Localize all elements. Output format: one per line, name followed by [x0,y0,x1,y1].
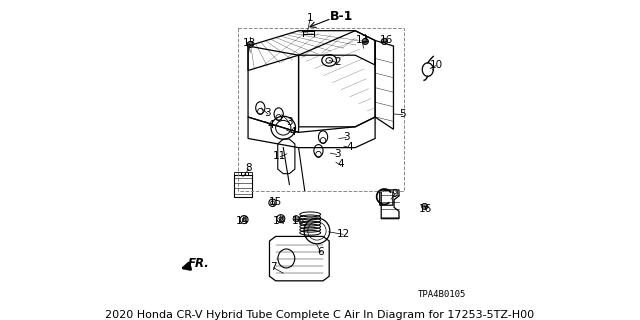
Text: 10: 10 [430,60,443,70]
Text: FR.: FR. [188,258,209,270]
Circle shape [362,38,369,44]
Text: B-1: B-1 [330,10,353,23]
Text: 14: 14 [236,216,250,226]
Text: 13: 13 [356,35,369,45]
Text: 6: 6 [317,247,324,257]
Circle shape [422,204,428,210]
Text: 16: 16 [380,35,394,45]
Text: 1: 1 [307,12,314,22]
Bar [238,28,404,190]
Circle shape [293,216,299,222]
Text: 14: 14 [273,215,286,226]
Text: 3: 3 [286,116,292,127]
Text: 4: 4 [289,127,296,137]
Text: 3: 3 [344,132,350,142]
Text: 11: 11 [273,151,286,161]
Text: 3: 3 [334,149,340,159]
Text: 13: 13 [243,38,255,48]
Text: 9: 9 [392,188,398,199]
Text: 8: 8 [246,164,252,173]
Text: 4: 4 [337,159,344,170]
Text: 2020 Honda CR-V Hybrid Tube Complete C Air In Diagram for 17253-5TZ-H00: 2020 Honda CR-V Hybrid Tube Complete C A… [106,310,534,320]
Text: 5: 5 [399,109,406,119]
Text: 2: 2 [335,57,341,67]
Text: 4: 4 [347,142,353,152]
Text: 16: 16 [291,215,305,226]
Text: 4: 4 [268,120,275,130]
Circle shape [279,217,283,220]
Text: 15: 15 [269,197,282,207]
Text: 3: 3 [265,108,271,118]
Circle shape [381,38,387,44]
Text: 12: 12 [337,229,349,239]
Text: 16: 16 [419,204,432,214]
Circle shape [247,41,253,48]
Text: TPA4B0105: TPA4B0105 [418,290,467,299]
Text: 7: 7 [270,262,276,272]
Circle shape [242,218,246,221]
